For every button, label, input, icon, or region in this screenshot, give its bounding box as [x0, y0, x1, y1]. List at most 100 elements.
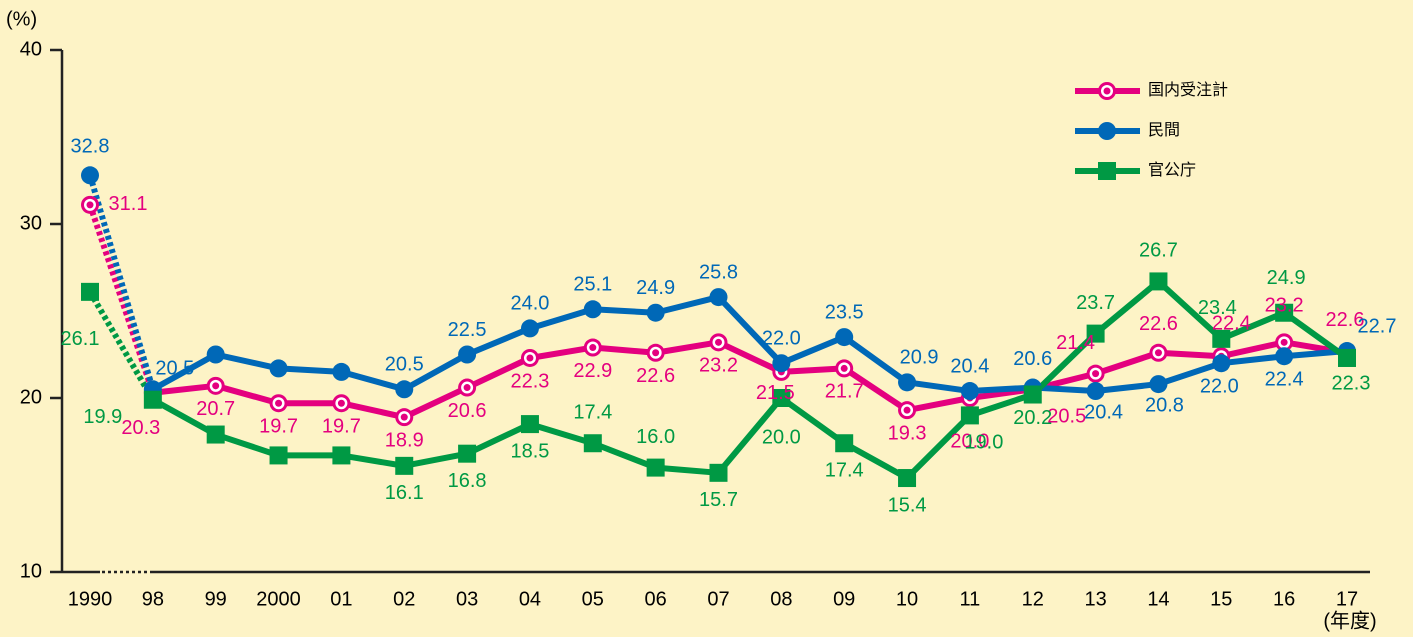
x-tick-label: 16 — [1273, 588, 1295, 610]
marker-dot — [589, 344, 597, 352]
marker — [1338, 348, 1356, 367]
data-label: 24.0 — [510, 293, 549, 315]
marker — [1086, 382, 1105, 401]
marker — [81, 282, 99, 301]
data-label: 21.5 — [756, 382, 795, 404]
data-label: 22.5 — [448, 319, 487, 341]
data-label: 19.3 — [888, 422, 927, 444]
marker-dot — [715, 338, 722, 346]
marker — [960, 406, 979, 425]
data-label: 20.4 — [1084, 401, 1123, 423]
marker — [1149, 375, 1168, 394]
marker-dot — [1280, 338, 1288, 346]
marker — [1149, 272, 1168, 291]
marker — [898, 469, 917, 488]
x-tick-label: 1990 — [68, 588, 113, 610]
marker-dot — [275, 399, 283, 407]
marker — [1275, 303, 1294, 322]
data-label: 22.3 — [510, 370, 549, 392]
y-tick-label: 40 — [20, 38, 42, 60]
marker-dot — [652, 349, 660, 357]
x-tick-label: 99 — [205, 588, 227, 610]
data-label: 20.5 — [385, 354, 424, 376]
data-label: 20.2 — [1013, 407, 1052, 429]
x-tick-label: 14 — [1147, 588, 1169, 610]
data-label: 22.0 — [1200, 375, 1239, 397]
data-label: 21.7 — [825, 381, 864, 403]
marker — [709, 463, 728, 482]
data-label: 20.3 — [121, 417, 160, 439]
marker-dot — [86, 201, 94, 209]
marker-dot — [463, 384, 471, 392]
marker — [646, 458, 665, 477]
data-label: 23.5 — [825, 301, 864, 323]
marker — [835, 328, 854, 347]
legend-label: 民間 — [1148, 122, 1180, 139]
marker — [269, 359, 288, 378]
data-label: 20.6 — [448, 400, 487, 422]
marker-dot — [212, 382, 220, 390]
series-line — [152, 339, 1348, 421]
data-label: 16.1 — [385, 482, 424, 504]
data-label: 20.0 — [950, 430, 989, 452]
x-tick-label: 13 — [1084, 588, 1106, 610]
data-label: 23.2 — [1265, 295, 1304, 317]
marker — [835, 434, 854, 453]
marker — [1086, 324, 1105, 343]
legend-label: 官公庁 — [1148, 161, 1196, 179]
data-label: 24.9 — [636, 277, 675, 299]
marker — [583, 300, 602, 319]
data-label: 20.8 — [1145, 394, 1184, 416]
series-line — [87, 174, 156, 391]
marker-dot — [903, 406, 911, 414]
marker-dot — [400, 413, 408, 421]
y-axis-label: (%) — [6, 8, 37, 30]
marker — [520, 415, 539, 434]
marker — [458, 345, 477, 364]
x-tick-label: 12 — [1022, 588, 1044, 610]
marker — [1212, 329, 1231, 348]
marker — [143, 390, 162, 409]
x-tick-label: 01 — [330, 588, 352, 610]
data-label: 32.8 — [71, 136, 110, 158]
data-label: 22.9 — [573, 360, 612, 382]
marker-dot — [1154, 349, 1162, 357]
data-label: 19.7 — [259, 416, 298, 438]
marker — [772, 389, 791, 407]
x-tick-label: 02 — [393, 588, 415, 610]
x-tick-label: 05 — [582, 588, 604, 610]
data-label: 15.7 — [699, 489, 738, 511]
data-label: 20.6 — [1013, 348, 1052, 370]
marker-dot — [337, 399, 345, 407]
marker — [206, 345, 225, 364]
data-label: 20.5 — [155, 358, 194, 380]
marker — [458, 444, 477, 463]
marker — [332, 362, 351, 381]
data-label: 22.4 — [1212, 313, 1251, 335]
legend-marker-dot — [1103, 87, 1111, 95]
data-label: 25.8 — [699, 261, 738, 283]
series-line — [151, 278, 1349, 482]
data-label: 22.3 — [1332, 372, 1371, 394]
y-tick-label: 20 — [20, 386, 42, 408]
marker — [709, 288, 728, 307]
marker — [1023, 385, 1042, 404]
data-label: 21.4 — [1056, 332, 1095, 354]
data-label: 22.6 — [636, 365, 675, 387]
marker — [646, 303, 665, 322]
x-tick-label: 11 — [960, 588, 981, 610]
data-label: 22.4 — [1265, 369, 1304, 391]
data-label: 16.0 — [636, 426, 675, 448]
data-label: 18.9 — [385, 429, 424, 451]
data-label: 22.0 — [762, 327, 801, 349]
data-label: 25.1 — [573, 274, 612, 296]
x-tick-label: 17 — [1336, 588, 1358, 610]
marker — [772, 354, 791, 373]
x-tick-label: 08 — [770, 588, 792, 610]
marker — [269, 446, 288, 465]
data-label: 17.4 — [573, 402, 612, 424]
marker — [898, 373, 917, 392]
x-tick-label: 15 — [1210, 588, 1232, 610]
series-line — [151, 294, 1348, 395]
